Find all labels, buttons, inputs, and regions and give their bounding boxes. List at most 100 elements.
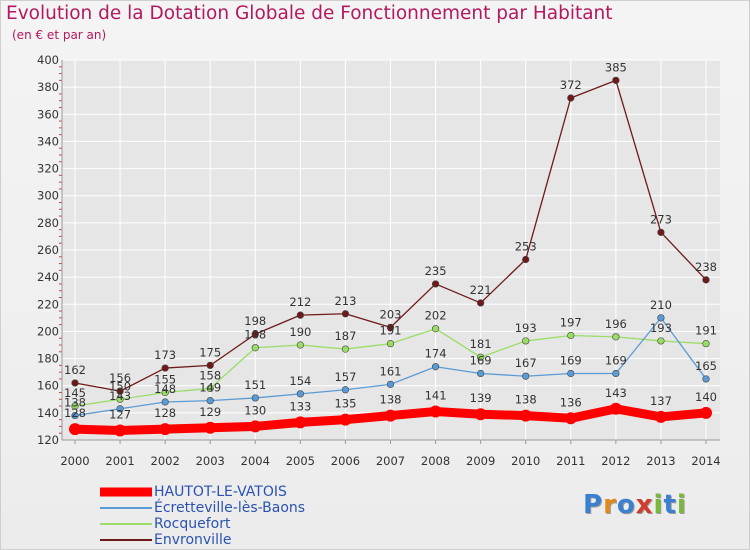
data-point — [567, 94, 575, 102]
data-label: 193 — [650, 321, 672, 335]
data-label: 210 — [650, 298, 672, 312]
data-label: 155 — [154, 373, 176, 387]
data-point — [702, 375, 710, 383]
data-label: 143 — [109, 389, 131, 403]
y-tick-label: 400 — [37, 53, 59, 67]
data-label: 174 — [425, 347, 447, 361]
data-label: 175 — [199, 345, 221, 359]
data-label: 213 — [334, 294, 356, 308]
data-point — [71, 379, 79, 387]
x-tick-label: 2010 — [511, 454, 540, 468]
data-label: 139 — [470, 391, 492, 405]
data-point — [116, 387, 124, 395]
legend-item: Rocquefort — [100, 516, 305, 532]
data-label: 137 — [650, 394, 672, 408]
data-label: 128 — [64, 406, 86, 420]
data-label: 169 — [470, 354, 492, 368]
data-point — [431, 363, 440, 371]
x-tick-label: 2006 — [331, 454, 360, 468]
legend-item: Envronville — [100, 532, 305, 548]
x-tick-label: 2007 — [376, 454, 405, 468]
data-point — [296, 341, 304, 349]
data-point — [519, 409, 532, 422]
x-tick-label: 2011 — [556, 454, 585, 468]
data-point — [251, 394, 259, 402]
data-point — [341, 386, 350, 394]
y-tick-label: 340 — [37, 134, 59, 148]
data-point — [431, 325, 440, 333]
data-point — [609, 402, 622, 415]
data-point — [71, 402, 79, 410]
data-label: 169 — [560, 354, 582, 368]
data-point — [657, 228, 665, 236]
data-point — [564, 412, 577, 425]
data-point — [251, 330, 259, 338]
legend: HAUTOT-LE-VATOIS Écretteville-lès-Baons … — [100, 484, 305, 548]
data-label: 385 — [605, 60, 627, 74]
legend-label: Envronville — [154, 532, 232, 548]
y-tick-label: 260 — [37, 243, 59, 257]
proxiti-logo: Proxiti — [583, 490, 687, 520]
data-point — [296, 311, 304, 319]
data-label: 191 — [380, 324, 402, 338]
logo-letter: x — [635, 490, 654, 520]
legend-item: Écretteville-lès-Baons — [100, 500, 305, 516]
logo-letter: i — [653, 490, 664, 520]
data-point — [69, 423, 81, 436]
data-label: 158 — [199, 368, 221, 382]
y-tick-label: 320 — [37, 162, 59, 176]
data-point — [159, 423, 172, 436]
data-point — [296, 390, 304, 398]
data-label: 165 — [695, 359, 717, 373]
y-tick-label: 360 — [37, 107, 59, 121]
data-point — [700, 406, 712, 419]
data-point — [249, 420, 262, 433]
data-label: 161 — [380, 364, 402, 378]
legend-label: Écretteville-lès-Baons — [154, 500, 306, 516]
y-tick-label: 240 — [37, 270, 59, 284]
data-label: 140 — [695, 390, 717, 404]
data-point — [341, 310, 350, 318]
data-point — [384, 409, 397, 422]
data-point — [474, 408, 487, 421]
y-tick-label: 220 — [37, 297, 59, 311]
data-label: 138 — [64, 396, 86, 410]
x-tick-label: 2012 — [601, 454, 630, 468]
x-tick-label: 2013 — [646, 454, 675, 468]
legend-swatch — [100, 487, 152, 497]
data-point — [657, 314, 665, 322]
y-tick-label: 200 — [37, 324, 59, 338]
legend-label: Rocquefort — [154, 516, 231, 532]
data-point — [612, 76, 620, 84]
data-label: 167 — [515, 356, 537, 370]
data-label: 202 — [425, 309, 447, 323]
data-point — [206, 384, 214, 393]
logo-letter: t — [663, 490, 677, 520]
logo-letter: r — [603, 490, 617, 520]
data-point — [116, 395, 124, 403]
y-tick-label: 280 — [37, 216, 59, 230]
data-point — [522, 372, 530, 380]
data-label: 156 — [109, 371, 131, 385]
data-label: 273 — [650, 212, 672, 226]
data-label: 196 — [605, 317, 627, 331]
data-label: 203 — [380, 307, 402, 321]
data-point — [294, 416, 307, 429]
data-label: 148 — [154, 382, 176, 396]
data-point — [429, 405, 442, 418]
x-tick-label: 2008 — [421, 454, 450, 468]
data-label: 141 — [425, 389, 447, 403]
data-point — [161, 388, 169, 397]
data-point — [339, 413, 352, 426]
data-point — [522, 255, 530, 264]
data-label: 129 — [199, 405, 221, 419]
data-label: 221 — [470, 283, 492, 297]
y-tick-label: 180 — [37, 352, 59, 366]
data-point — [71, 411, 79, 420]
data-label: 235 — [425, 264, 447, 278]
data-label: 145 — [64, 386, 86, 400]
x-tick-label: 2014 — [691, 454, 720, 468]
data-label: 135 — [334, 397, 356, 411]
y-tick-label: 120 — [37, 433, 59, 447]
